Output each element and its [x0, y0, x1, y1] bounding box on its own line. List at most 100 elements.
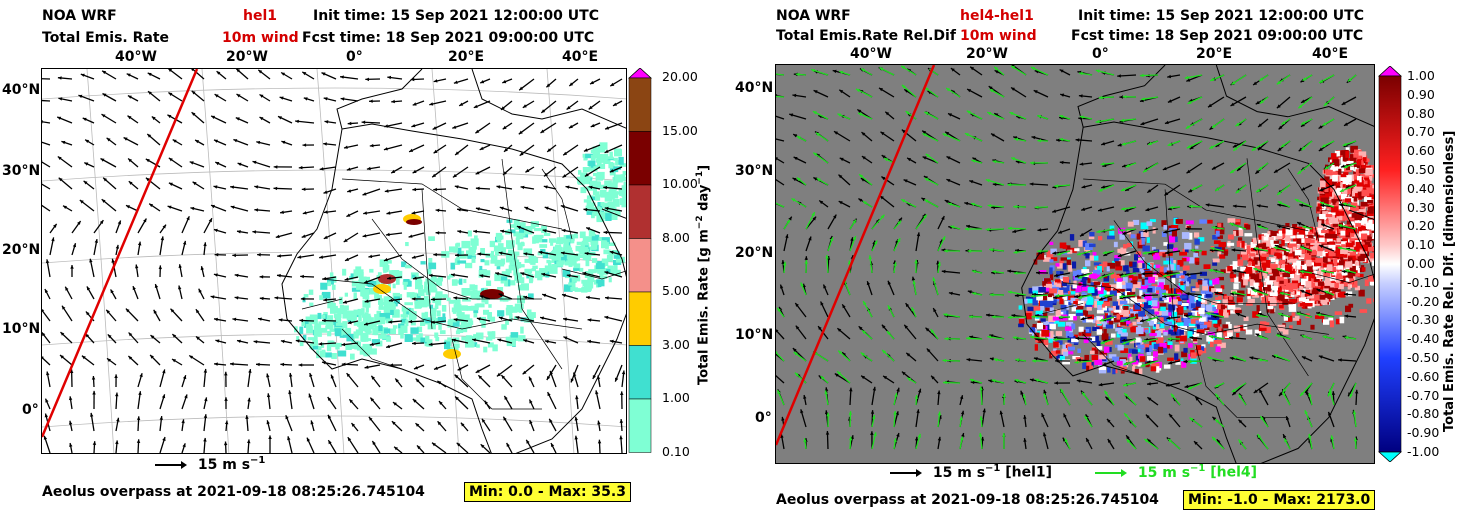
reldif-cell [1267, 236, 1274, 240]
meridian-line [431, 69, 460, 453]
left-colorbar-tick-label: 5.00 [662, 283, 690, 298]
emission-cell [397, 294, 403, 299]
wind-arrowhead [526, 439, 530, 444]
emission-cell [591, 258, 598, 263]
reldif-cell [1249, 253, 1255, 257]
reldif-cell [1328, 244, 1336, 251]
country-border [1042, 302, 1084, 315]
reldif-cell [1332, 159, 1340, 167]
wind-arrowhead [477, 252, 482, 256]
wind-arrowhead [149, 203, 154, 208]
reldif-cell [1086, 365, 1090, 371]
reldif-cell [1160, 306, 1166, 311]
reldif-cell [1285, 237, 1291, 242]
reldif-cell [1163, 267, 1167, 274]
reldif-cell [1321, 297, 1328, 305]
wind-arrowhead [454, 374, 459, 379]
wind-arrowhead [412, 187, 417, 192]
reldif-cell [1108, 316, 1116, 321]
wind-arrowhead [102, 70, 107, 75]
reldif-cell [1278, 230, 1283, 237]
reldif-cell [1135, 327, 1144, 335]
reldif-cell [1217, 342, 1222, 349]
reldif-cell [1137, 295, 1141, 301]
wind-arrowhead [476, 317, 481, 321]
emission-cell [438, 292, 442, 301]
reldif-cell [1309, 227, 1318, 234]
reldif-cell [1096, 340, 1101, 346]
reldif-cell [1200, 346, 1205, 351]
reldif-cell [1355, 169, 1360, 175]
wind-arrowhead [230, 205, 235, 209]
wind-arrowhead [587, 318, 592, 322]
wind-arrowhead [613, 102, 617, 106]
wind-arrowhead [147, 72, 152, 77]
wind-arrowhead [415, 378, 420, 383]
reldif-cell [1296, 291, 1300, 296]
reldif-cell [1358, 244, 1365, 249]
reldif-cell [1267, 284, 1271, 292]
reldif-cell [1189, 299, 1195, 306]
wind-arrowhead [362, 192, 367, 196]
reldif-cell [1374, 270, 1375, 273]
reldif-cell [1351, 233, 1360, 239]
emission-cell [337, 350, 347, 357]
reldif-cell [1361, 164, 1366, 172]
reldif-cell [1116, 281, 1123, 289]
emission-cell [506, 305, 513, 313]
emission-cell [410, 327, 419, 334]
emission-cell [461, 288, 471, 296]
reldif-cell [1173, 217, 1178, 225]
reldif-cell [1220, 342, 1226, 348]
wind-arrowhead [78, 94, 83, 99]
emission-cell [508, 249, 514, 255]
wind-arrowhead [81, 355, 86, 360]
reldif-cell [1173, 316, 1177, 321]
reldif-cell [1319, 262, 1326, 267]
emission-cell [446, 297, 451, 302]
reldif-cell [1320, 250, 1328, 258]
emission-cell [346, 333, 354, 342]
emission-cell [379, 313, 387, 317]
wind-arrowhead [832, 69, 837, 74]
reldif-cell [1110, 272, 1116, 279]
wind-arrowhead [604, 315, 609, 320]
reldif-cell [1107, 262, 1116, 269]
reldif-cell [1334, 167, 1342, 171]
reldif-cell [1132, 219, 1140, 225]
wind-arrowhead [1078, 116, 1082, 121]
emission-cell [533, 228, 543, 232]
reldif-cell [1072, 270, 1078, 277]
reldif-cell [1084, 354, 1090, 362]
reldif-cell [1357, 175, 1362, 183]
reldif-cell [1266, 280, 1274, 285]
reldif-cell [1349, 230, 1355, 237]
wind-arrowhead [172, 334, 177, 338]
reldif-cell [1143, 293, 1152, 301]
wind-arrowhead [128, 356, 133, 360]
wind-arrowhead [168, 92, 173, 96]
emission-cell [332, 321, 338, 326]
reldif-cell [1267, 302, 1274, 310]
wind-arrowhead [1060, 93, 1065, 97]
emission-cell [467, 230, 472, 237]
reldif-cell [1164, 342, 1170, 349]
reldif-cell [1306, 259, 1312, 267]
reldif-cell [1146, 262, 1151, 269]
reldif-cell [1074, 248, 1080, 252]
reldif-cell [1060, 304, 1067, 310]
reldif-cell [1062, 359, 1070, 365]
wind-arrowhead [203, 242, 207, 247]
wind-arrowhead [191, 112, 196, 116]
reldif-cell [1201, 344, 1206, 348]
wind-arrowhead [341, 342, 346, 347]
reldif-cell [1089, 243, 1096, 248]
wind-arrowhead [529, 376, 533, 381]
emission-cell [508, 265, 517, 271]
wind-arrowhead [138, 391, 142, 395]
emission-cell [579, 254, 585, 258]
wind-arrowhead [42, 309, 45, 312]
reldif-cell [1161, 309, 1169, 316]
wind-arrowhead [1255, 100, 1260, 105]
reldif-cell [1098, 366, 1106, 370]
